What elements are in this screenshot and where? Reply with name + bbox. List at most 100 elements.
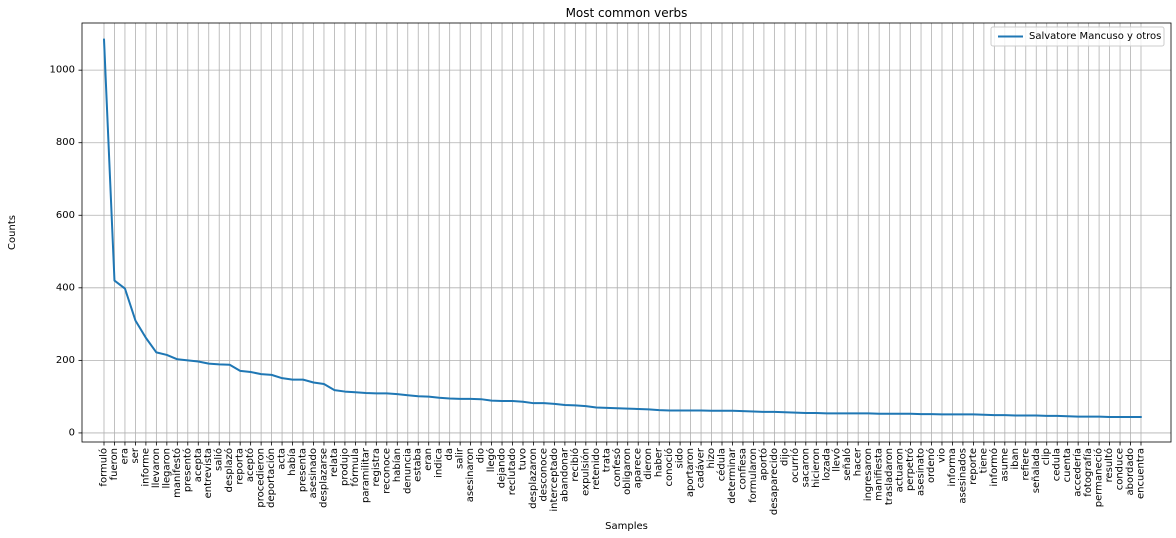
x-tick-label: indica: [434, 448, 445, 478]
x-tick-label: dieron: [643, 448, 654, 480]
x-tick-label: iban: [1010, 448, 1021, 470]
x-tick-label: habían: [391, 448, 403, 482]
x-tick-label: asesinado: [308, 448, 319, 498]
x-tick-label: desplazó: [223, 448, 235, 492]
x-tick-label: llegó: [485, 448, 497, 472]
x-tick-label: aportó: [757, 448, 769, 481]
x-tick-label: ser: [130, 447, 141, 463]
x-tick-label: obligaron: [622, 448, 633, 495]
x-tick-label: aportaron: [685, 448, 696, 497]
x-tick-label: hicieron: [811, 448, 822, 488]
x-tick-label: cedula: [1052, 448, 1063, 481]
x-tick-label: tiene: [978, 448, 989, 473]
x-axis-title: Samples: [605, 521, 648, 532]
x-tick-label: asume: [999, 448, 1010, 482]
chart-title: Most common verbs: [566, 6, 688, 20]
x-tick-label: confesó: [611, 448, 623, 487]
x-tick-label: haber: [654, 447, 665, 477]
x-tick-label: abandonar: [559, 447, 570, 502]
x-tick-label: acepta: [193, 448, 204, 482]
plot-frame: [81, 22, 1172, 443]
x-tick-label: llevaron: [151, 448, 162, 488]
x-tick-label: recibió: [569, 448, 581, 482]
x-tick-label: paramilitar: [360, 447, 371, 503]
x-tick-label: dijo: [779, 448, 790, 466]
x-tick-label: hacer: [853, 447, 864, 476]
x-tick-label: relata: [329, 448, 340, 477]
x-tick-label: tuvo: [517, 448, 528, 470]
x-tick-label: presenta: [298, 448, 309, 492]
x-tick-label: encuentra: [1136, 448, 1147, 499]
x-tick-label: señalada: [1031, 448, 1042, 493]
x-tick-label: eran: [423, 448, 434, 471]
x-tick-label: conoció: [663, 448, 675, 486]
x-tick-label: trasladaron: [884, 448, 895, 505]
x-tick-label: asesinados: [957, 448, 968, 504]
x-tick-label: ocurrió: [789, 448, 801, 483]
x-tick-label: sacaron: [800, 448, 811, 487]
x-tick-label: aceptó: [244, 448, 256, 482]
x-tick-label: dejando: [497, 448, 508, 488]
x-tick-label: lozada: [821, 448, 832, 481]
x-tick-label: llegaron: [161, 448, 172, 489]
x-tick-label: trata: [601, 448, 612, 472]
x-tick-label: desplazaron: [528, 448, 539, 509]
x-tick-label: perpetró: [904, 448, 916, 491]
x-tick-label: registra: [371, 448, 382, 487]
x-tick-label: cédula: [716, 448, 728, 481]
y-tick-label: 1000: [50, 65, 75, 76]
x-tick-label: acta: [277, 448, 288, 470]
x-tick-label: interceptado: [549, 448, 560, 512]
x-tick-label: era: [119, 448, 130, 464]
x-tick-label: desaparecido: [769, 448, 780, 515]
x-tick-label: presentó: [181, 448, 193, 492]
x-tick-label: denuncia: [402, 448, 413, 494]
x-tick-label: informe: [140, 448, 151, 487]
y-axis: 0 200 400 600 800 1000: [50, 65, 82, 438]
x-tick-label: hizo: [706, 448, 717, 468]
legend-label: Salvatore Mancuso y otros: [1029, 31, 1161, 42]
y-tick-label: 600: [56, 210, 75, 221]
x-axis: formuló fueron era ser informe llevaron llegar…: [98, 442, 1147, 515]
x-tick-label: fueron: [109, 448, 120, 480]
x-tick-label: fotografía: [1082, 448, 1094, 497]
legend-box: [990, 26, 1165, 47]
x-tick-label: determinar: [727, 447, 738, 503]
x-tick-label: manifestó: [171, 448, 183, 498]
y-tick-label: 0: [69, 427, 75, 438]
x-tick-label: formuló: [98, 448, 110, 487]
x-tick-label: manifiesta: [874, 448, 885, 501]
x-tick-label: ingresaron: [863, 448, 874, 501]
x-tick-label: sido: [675, 448, 686, 468]
x-tick-label: cuenta: [1062, 448, 1073, 482]
x-tick-label: produjo: [339, 448, 350, 486]
x-tick-label: salir: [455, 447, 466, 469]
x-tick-label: reporte: [968, 448, 979, 485]
x-tick-label: informó: [988, 448, 1000, 487]
x-tick-label: asesinaron: [465, 448, 476, 502]
x-tick-label: resultó: [1103, 448, 1115, 482]
x-tick-label: señaló: [841, 448, 853, 481]
x-tick-label: refiere: [1020, 448, 1031, 481]
x-tick-label: estaba: [413, 448, 424, 482]
y-tick-label: 800: [56, 137, 75, 148]
x-tick-label: había: [286, 448, 298, 476]
x-tick-label: abordado: [1125, 448, 1136, 495]
x-tick-label: deportación: [265, 448, 277, 508]
x-tick-label: cadáver: [695, 447, 707, 488]
x-tick-label: aparece: [633, 448, 644, 488]
y-tick-label: 400: [56, 282, 75, 293]
x-tick-label: fórmula: [349, 448, 361, 487]
x-tick-label: da: [444, 448, 455, 460]
x-tick-label: reconoce: [381, 448, 392, 494]
y-tick-label: 200: [56, 355, 75, 366]
x-tick-label: confiesa: [737, 448, 748, 490]
legend: Salvatore Mancuso y otros: [990, 26, 1165, 47]
x-tick-label: clip: [1041, 448, 1052, 465]
x-tick-label: desconoce: [538, 448, 549, 501]
x-tick-label: procedieron: [256, 448, 267, 508]
x-tick-label: salió: [213, 448, 225, 471]
x-tick-label: llevó: [831, 448, 843, 472]
